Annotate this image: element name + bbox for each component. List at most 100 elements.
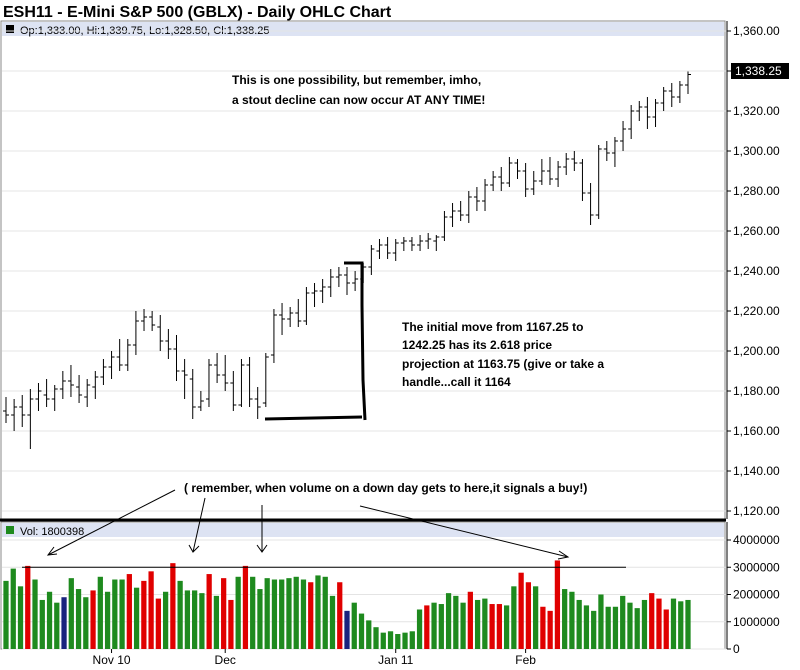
volume-bar <box>242 565 249 649</box>
ohlc-bar <box>579 159 586 201</box>
ohlc-bar <box>400 237 407 251</box>
volume-bar <box>467 591 473 649</box>
price-tick-label: 1,160.00 <box>733 424 780 438</box>
ohlc-bar <box>270 309 277 363</box>
ohlc-bar <box>3 397 9 423</box>
volume-bar <box>17 586 24 649</box>
volume-header-square-icon <box>6 526 14 534</box>
ohlc-bar <box>165 329 172 359</box>
annotation-line-5: projection at 1163.75 (give or take a <box>402 357 604 371</box>
volume-bar <box>670 598 677 649</box>
volume-bar <box>416 609 423 649</box>
ohlc-bar <box>482 179 489 211</box>
volume-bar <box>634 608 640 649</box>
ohlc-bar <box>563 153 570 175</box>
ohlc-bar <box>587 183 594 225</box>
volume-bar <box>83 597 89 649</box>
arrowhead-2 <box>188 544 200 553</box>
x-axis: Nov 10 Dec Jan 11 Feb <box>93 649 536 667</box>
volume-tick-label: 4000000 <box>733 533 780 547</box>
arrowhead-4 <box>557 550 570 560</box>
ohlc-bar <box>230 371 237 411</box>
volume-bar <box>61 597 67 649</box>
ohlc-bar <box>457 201 464 221</box>
ohlc-bar <box>205 359 212 407</box>
volume-bar <box>503 605 510 649</box>
ohlc-bar <box>11 399 18 431</box>
ohlc-bar <box>603 141 610 161</box>
ohlc-bar <box>59 371 66 399</box>
price-tick-label: 1,180.00 <box>733 384 780 398</box>
volume-tick-label: 1000000 <box>733 615 780 629</box>
price-tick-label: 1,360.00 <box>733 24 780 38</box>
volume-bar <box>32 579 38 649</box>
ohlc-bar <box>441 211 448 241</box>
volume-bar <box>373 627 379 649</box>
ohlc-bar <box>246 357 253 407</box>
x-tick-label: Feb <box>515 653 536 667</box>
ohlc-bar <box>51 385 58 411</box>
ohlc-bar <box>189 369 196 419</box>
annotation-line-3: The initial move from 1167.25 to <box>402 320 583 334</box>
ohlc-bar <box>27 389 34 449</box>
volume-bar <box>569 591 575 649</box>
price-y-axis: 1,120.00 1,140.00 1,160.00 1,180.00 1,200.00… <box>726 21 780 519</box>
ohlc-bar <box>546 157 553 185</box>
ohlc-bar <box>384 237 391 259</box>
ohlc-bar <box>465 191 472 223</box>
volume-bar <box>141 580 147 649</box>
volume-bar <box>540 606 546 649</box>
volume-bar <box>235 576 241 649</box>
ohlc-bar <box>530 171 537 195</box>
volume-bar <box>351 602 357 649</box>
volume-bar <box>409 631 415 649</box>
ohlc-bar <box>611 137 618 167</box>
volume-bar <box>547 610 553 649</box>
ohlc-bar <box>214 353 221 383</box>
volume-bar <box>489 604 495 649</box>
volume-bar <box>75 589 82 649</box>
volume-bar <box>511 586 517 649</box>
volume-bar <box>271 579 278 649</box>
ohlc-bar <box>157 315 164 351</box>
volume-bar <box>162 591 169 649</box>
annotation-line-6: handle...call it 1164 <box>402 375 511 389</box>
volume-bar <box>649 593 655 649</box>
last-price-tag <box>731 63 789 79</box>
volume-bar <box>39 599 45 649</box>
volume-bar <box>395 634 401 649</box>
ohlc-bar <box>408 237 415 251</box>
volume-bar <box>474 599 481 649</box>
ohlc-bar <box>279 303 286 335</box>
volume-tick-label: 2000000 <box>733 588 780 602</box>
volume-header-bar <box>2 523 724 537</box>
ohlc-bar <box>352 271 359 291</box>
annotation-arrows <box>46 489 570 560</box>
arrow-line-2 <box>192 497 206 553</box>
volume-bar <box>257 589 263 649</box>
annotation-line-2: a stout decline can now occur AT ANY TIM… <box>232 93 485 107</box>
volume-series <box>3 560 691 649</box>
volume-bar <box>192 590 198 649</box>
volume-bar <box>612 606 619 649</box>
volume-bar <box>228 599 234 649</box>
projection-bracket-top <box>344 261 364 305</box>
ohlc-bar <box>514 159 521 179</box>
ohlc-bar <box>287 307 294 327</box>
ohlc-bar <box>644 97 651 129</box>
ohlc-series <box>3 71 691 449</box>
projection-bracket-vertical <box>360 304 367 421</box>
ohlc-bar <box>620 121 627 151</box>
price-header-square-icon <box>6 25 14 33</box>
ohlc-bar <box>132 311 139 355</box>
volume-bar <box>10 568 16 649</box>
volume-bar <box>54 602 60 649</box>
ohlc-bar <box>685 71 691 94</box>
ohlc-bar <box>141 309 148 331</box>
ohlc-bar <box>19 395 26 427</box>
ohlc-bar <box>628 105 635 139</box>
volume-bar <box>554 560 561 649</box>
ohlc-bar <box>668 83 675 107</box>
projection-bracket-base <box>264 415 363 421</box>
